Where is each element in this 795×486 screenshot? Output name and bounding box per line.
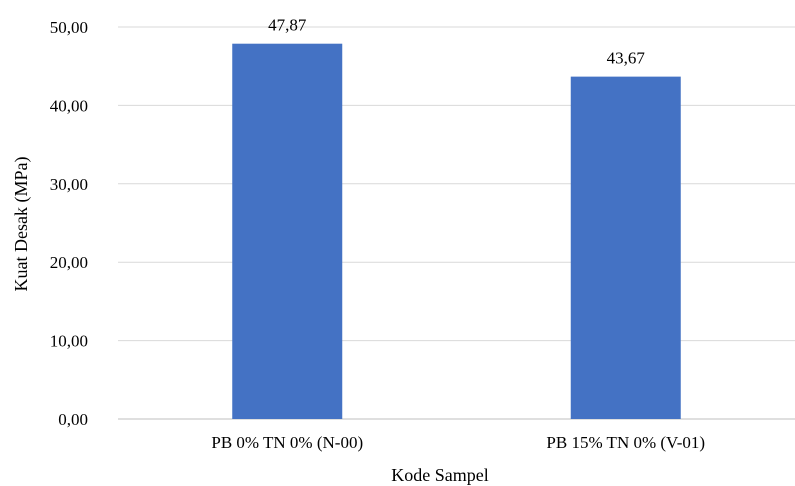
bars — [232, 43, 681, 420]
y-tick-label: 50,00 — [50, 18, 88, 37]
y-tick-label: 10,00 — [50, 332, 88, 351]
x-tick-label: PB 0% TN 0% (N-00) — [211, 433, 363, 452]
x-axis-label: Kode Sampel — [391, 465, 488, 485]
y-tick-label: 40,00 — [50, 96, 88, 115]
y-tick-label: 0,00 — [58, 410, 88, 429]
data-labels: 47,87 43,67 — [268, 16, 645, 68]
data-label: 47,87 — [268, 16, 307, 35]
x-tick-labels: PB 0% TN 0% (N-00) PB 15% TN 0% (V-01) — [211, 433, 705, 452]
y-tick-label: 30,00 — [50, 175, 88, 194]
data-label: 43,67 — [607, 49, 646, 68]
y-tick-label: 20,00 — [50, 253, 88, 272]
bar — [570, 76, 681, 419]
y-tick-labels: 0,00 10,00 20,00 30,00 40,00 50,00 — [50, 18, 88, 429]
x-tick-label: PB 15% TN 0% (V-01) — [546, 433, 705, 452]
gridlines — [118, 26, 795, 420]
y-axis-label: Kuat Desak (MPa) — [11, 157, 32, 292]
bar — [232, 43, 343, 420]
